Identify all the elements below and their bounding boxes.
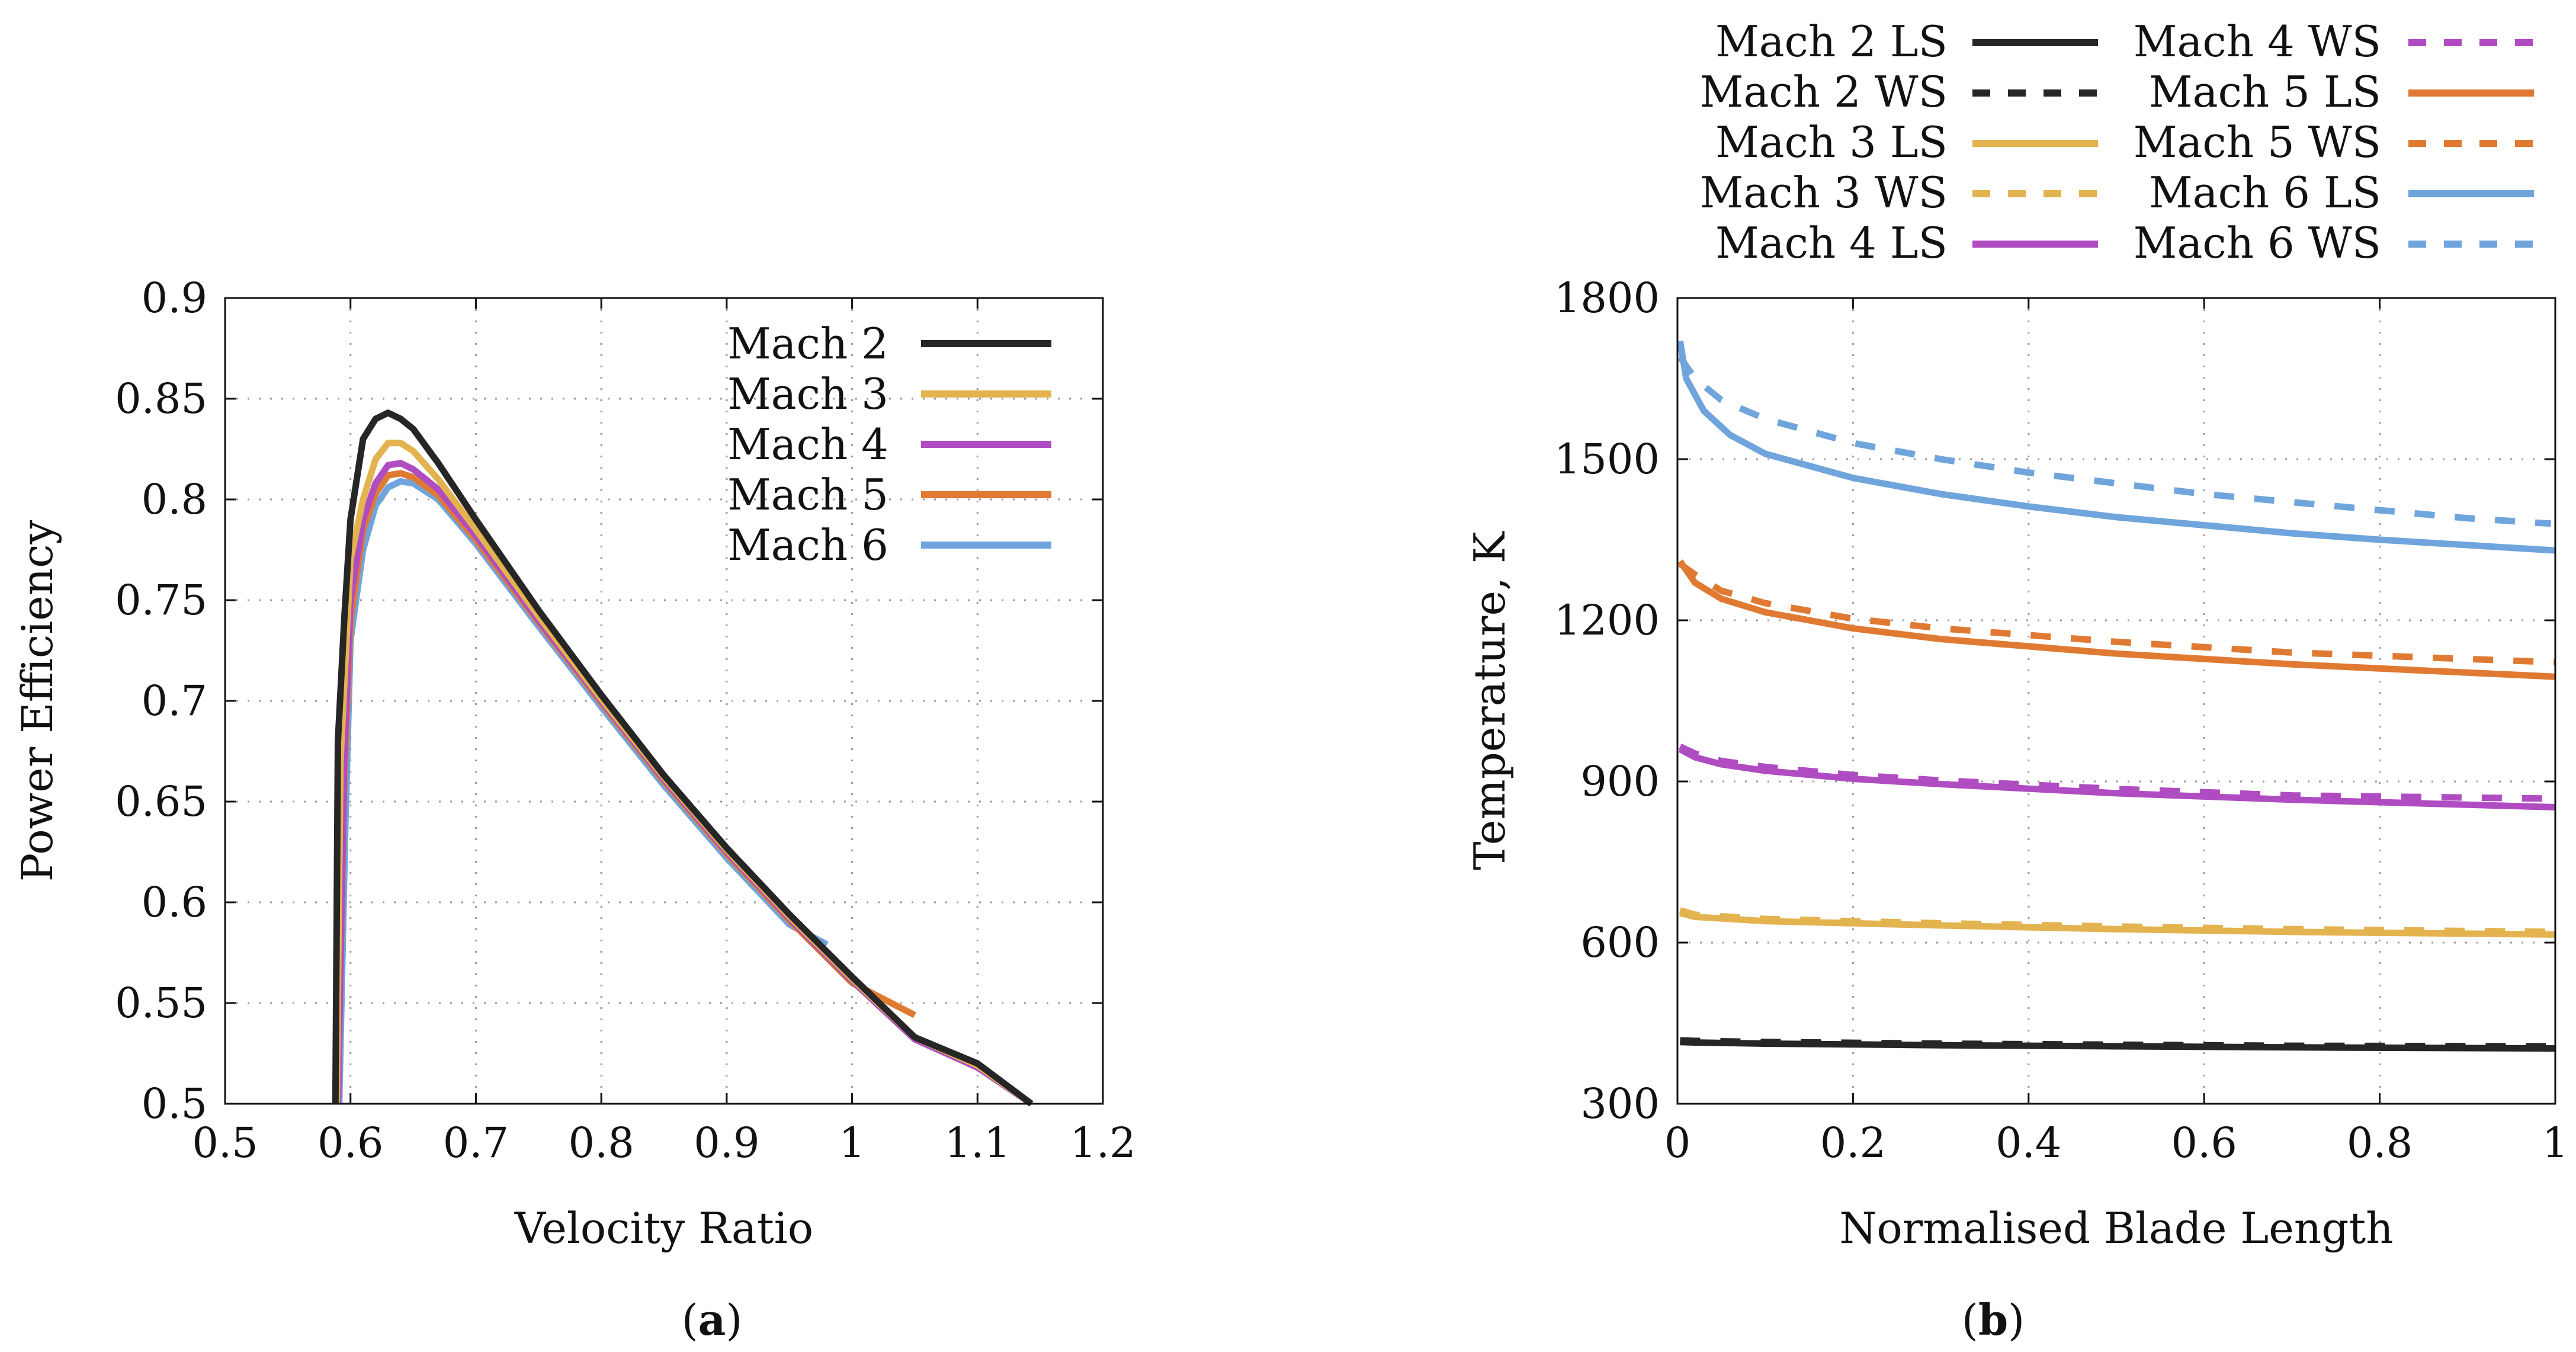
series-line-mach-5-ws <box>1678 561 2556 666</box>
a-y-tick-label: 0.9 <box>142 274 207 322</box>
series-line-mach-5-ls <box>1677 559 2556 680</box>
b-y-tick-label: 300 <box>1580 1079 1660 1128</box>
panel-b-caption-letter: b <box>1978 1295 2008 1345</box>
b-x-tick-label: 1 <box>2542 1119 2569 1167</box>
a-y-tick-label: 0.65 <box>115 777 207 826</box>
series-line-mach-2 <box>332 409 1034 1107</box>
a-y-tick-label: 0.75 <box>115 576 207 624</box>
panel-a-x-axis-label: Velocity Ratio <box>514 1203 813 1253</box>
a-y-tick-label: 0.5 <box>142 1079 207 1128</box>
legend-label-mach-5: Mach 5 <box>727 470 888 520</box>
legend-label-mach-4-ls: Mach 4 LS <box>1715 218 1948 268</box>
legend-label-mach-2: Mach 2 <box>727 319 888 369</box>
b-y-tick-label: 1500 <box>1554 435 1660 483</box>
a-y-tick-label: 0.8 <box>142 475 207 524</box>
legend-label-mach-6-ls: Mach 6 LS <box>2149 168 2381 217</box>
a-x-tick-label: 1.1 <box>945 1119 1010 1167</box>
b-x-tick-label: 0.8 <box>2347 1119 2413 1167</box>
panel-a-ticks: 0.5 0.6 0.7 0.8 0.9 1 1.1 1.2 0.5 0.55 0.6 0.65 0.7 0… <box>115 274 1136 1167</box>
a-x-tick-label: 1.2 <box>1070 1119 1135 1167</box>
series-line-mach-3-ls <box>1679 909 2556 938</box>
legend-label-mach-6-ws: Mach 6 WS <box>2134 218 2381 268</box>
panel-b-chart: 0 0.2 0.4 0.6 0.8 1 300 600 900 1200 1500 1800 Mach… <box>1465 17 2568 1345</box>
series-line-mach-6 <box>336 478 829 1104</box>
panel-a-caption-letter: a <box>698 1295 726 1345</box>
series-line-mach-6-ws <box>1677 355 2551 527</box>
a-y-tick-label: 0.6 <box>142 878 207 927</box>
series-line-mach-4-ws <box>1679 744 2556 802</box>
series-line-mach-4 <box>335 460 1034 1107</box>
panel-b-x-axis-label: Normalised Blade Length <box>1839 1203 2393 1253</box>
a-x-tick-label: 0.6 <box>317 1119 383 1167</box>
panel-b-gridlines <box>1677 298 2555 1104</box>
panel-a-chart: 0.5 0.6 0.7 0.8 0.9 1 1.1 1.2 0.5 0.55 0.6 0.65 0.7 0… <box>12 274 1136 1345</box>
panel-a-y-axis-label: Power Efficiency <box>12 520 62 882</box>
b-y-tick-label: 900 <box>1580 757 1660 806</box>
legend-label-mach-6: Mach 6 <box>727 520 888 570</box>
legend-label-mach-2-ws: Mach 2 WS <box>1700 67 1948 117</box>
legend-label-mach-3-ws: Mach 3 WS <box>1700 168 1948 217</box>
a-x-tick-label: 0.9 <box>694 1119 759 1167</box>
legend-label-mach-5-ls: Mach 5 LS <box>2149 67 2381 117</box>
b-x-tick-label: 0.2 <box>1820 1119 1886 1167</box>
panel-b-plot-frame <box>1676 297 2556 1105</box>
legend-label-mach-3-ls: Mach 3 LS <box>1715 117 1948 167</box>
b-y-tick-label: 600 <box>1580 918 1660 967</box>
b-y-tick-label: 1800 <box>1554 274 1660 322</box>
panel-a-gridlines <box>225 298 1103 1104</box>
a-y-tick-label: 0.85 <box>115 374 207 423</box>
series-line-mach-2-ls <box>1680 1039 2556 1052</box>
series-line-mach-6-ls <box>1676 340 2556 554</box>
panel-b-ticks: 0 0.2 0.4 0.6 0.8 1 300 600 900 1200 1500 1800 <box>1554 274 2568 1167</box>
legend-label-mach-5-ws: Mach 5 WS <box>2134 117 2381 167</box>
panel-a-series-lines <box>332 409 1034 1107</box>
panel-b-series-lines <box>1676 340 2556 1052</box>
a-y-tick-label: 0.55 <box>115 979 207 1027</box>
a-y-tick-label: 0.7 <box>142 677 207 725</box>
panel-b-y-axis-label: Temperature, K <box>1465 531 1515 870</box>
b-x-tick-label: 0.4 <box>1996 1119 2061 1167</box>
a-x-tick-label: 0.7 <box>443 1119 509 1167</box>
legend-label-mach-4-ws: Mach 4 WS <box>2134 17 2381 66</box>
b-y-tick-label: 1200 <box>1554 596 1660 645</box>
b-x-tick-label: 0 <box>1664 1119 1691 1167</box>
legend-label-mach-4: Mach 4 <box>727 419 888 469</box>
legend-label-mach-3: Mach 3 <box>727 369 888 419</box>
a-x-tick-label: 0.8 <box>568 1119 634 1167</box>
a-x-tick-label: 0.5 <box>192 1119 258 1167</box>
panel-a-caption: (a) <box>682 1295 743 1345</box>
b-x-tick-label: 0.6 <box>2171 1119 2237 1167</box>
series-line-mach-4-ls <box>1678 746 2556 810</box>
a-x-tick-label: 1 <box>839 1119 865 1167</box>
legend-label-mach-2-ls: Mach 2 LS <box>1715 17 1948 66</box>
panel-b-caption: (b) <box>1962 1295 2025 1345</box>
